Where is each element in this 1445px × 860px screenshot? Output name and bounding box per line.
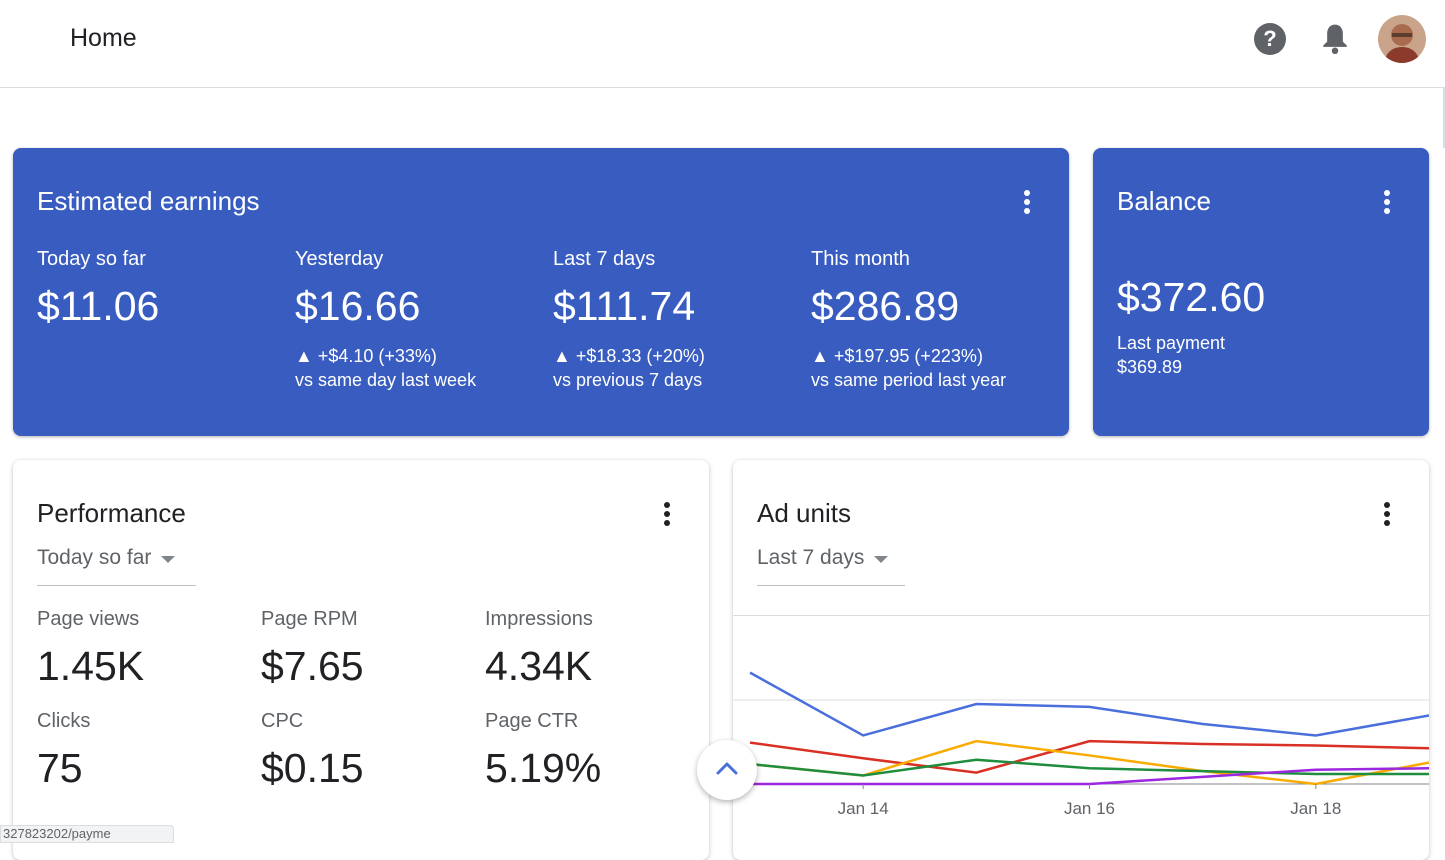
dropdown-value: Last 7 days	[757, 546, 865, 569]
metric-label: Page RPM	[261, 608, 358, 630]
estimated-earnings-title: Estimated earnings	[37, 186, 260, 216]
bell-icon[interactable]	[1319, 22, 1351, 56]
metric-label: Page CTR	[485, 710, 579, 732]
x-tick-label: Jan 14	[838, 799, 889, 818]
metric-comparison: vs same period last year	[811, 370, 1007, 390]
metric-delta: ▲ +$4.10 (+33%)	[295, 346, 437, 366]
performance-card: Performance Today so far Page views 1.45…	[13, 460, 709, 860]
top-app-bar: Home ?	[0, 0, 1445, 88]
metric-page-rpm[interactable]: Page RPM $7.65	[261, 608, 481, 690]
status-bar-url: 327823202/payme	[0, 825, 174, 843]
scroll-to-top-button[interactable]	[697, 740, 757, 800]
metric-value: $16.66	[295, 283, 421, 329]
metric-label: Last 7 days	[553, 248, 656, 270]
ad-units-more-icon[interactable]	[1377, 502, 1397, 532]
metric-comparison: vs same day last week	[295, 370, 477, 390]
x-tick-label: Jan 18	[1290, 799, 1341, 818]
metric-clicks[interactable]: Clicks 75	[37, 710, 257, 792]
help-icon[interactable]: ?	[1254, 23, 1286, 55]
metric-value: 75	[37, 745, 83, 791]
metric-value: $7.65	[261, 643, 364, 689]
dropdown-value: Today so far	[37, 546, 152, 569]
balance-card: Balance $372.60 Last payment $369.89	[1093, 148, 1429, 436]
earnings-more-icon[interactable]	[1017, 190, 1037, 220]
metric-value: $11.06	[37, 283, 160, 329]
ad-units-title: Ad units	[757, 498, 851, 528]
series-line-1	[749, 739, 1429, 774]
metric-label: Today so far	[37, 248, 146, 270]
x-tick-label: Jan 16	[1064, 799, 1115, 818]
earnings-last-7-days: Last 7 days $111.74 ▲ +$18.33 (+20%) vs …	[553, 248, 803, 392]
metric-value: 1.45K	[37, 643, 145, 689]
estimated-earnings-card: Estimated earnings Today so far $11.06 Y…	[13, 148, 1069, 436]
performance-more-icon[interactable]	[657, 502, 677, 532]
metric-delta: ▲ +$197.95 (+223%)	[811, 346, 983, 366]
earnings-yesterday: Yesterday $16.66 ▲ +$4.10 (+33%) vs same…	[295, 248, 545, 392]
balance-value: $372.60	[1117, 274, 1266, 320]
metric-label: Impressions	[485, 608, 593, 630]
metric-delta: ▲ +$18.33 (+20%)	[553, 346, 705, 366]
series-line-2	[749, 739, 1429, 786]
metric-label: Clicks	[37, 710, 91, 732]
earnings-today: Today so far $11.06	[37, 248, 287, 330]
metric-page-views[interactable]: Page views 1.45K	[37, 608, 257, 690]
metric-page-ctr[interactable]: Page CTR 5.19%	[485, 710, 705, 792]
metric-value: 5.19%	[485, 745, 602, 791]
balance-more-icon[interactable]	[1377, 190, 1397, 220]
metric-value: $286.89	[811, 283, 960, 329]
divider	[1443, 88, 1445, 148]
dropdown-arrow-icon	[161, 556, 176, 564]
earnings-this-month: This month $286.89 ▲ +$197.95 (+223%) vs…	[811, 248, 1061, 392]
performance-title: Performance	[37, 498, 186, 528]
series-line-0	[749, 671, 1429, 737]
dropdown-arrow-icon	[874, 556, 889, 564]
metric-value: $111.74	[553, 283, 696, 329]
ad-units-card: Ad units Last 7 days Jan 14 Jan 16 Jan 18	[733, 460, 1429, 860]
metric-cpc[interactable]: CPC $0.15	[261, 710, 481, 792]
metric-label: Yesterday	[295, 248, 384, 270]
ad-units-range-dropdown[interactable]: Last 7 days	[757, 546, 905, 586]
metric-value: 4.34K	[485, 643, 593, 689]
balance-title: Balance	[1117, 186, 1211, 216]
metric-label: Page views	[37, 608, 140, 630]
metric-impressions[interactable]: Impressions 4.34K	[485, 608, 705, 690]
metric-label: This month	[811, 248, 910, 270]
metric-comparison: vs previous 7 days	[553, 370, 703, 390]
last-payment-value: $369.89	[1117, 357, 1183, 377]
last-payment-label: Last payment	[1117, 333, 1226, 353]
performance-range-dropdown[interactable]: Today so far	[37, 546, 196, 586]
page-title: Home	[70, 24, 137, 52]
metric-label: CPC	[261, 710, 304, 732]
series-line-3	[749, 758, 1429, 777]
ad-units-line-chart: Jan 14 Jan 16 Jan 18	[733, 671, 1429, 818]
avatar[interactable]	[1378, 15, 1426, 63]
chart-divider	[733, 615, 1429, 616]
metric-value: $0.15	[261, 745, 364, 791]
chevron-up-icon	[716, 762, 738, 775]
